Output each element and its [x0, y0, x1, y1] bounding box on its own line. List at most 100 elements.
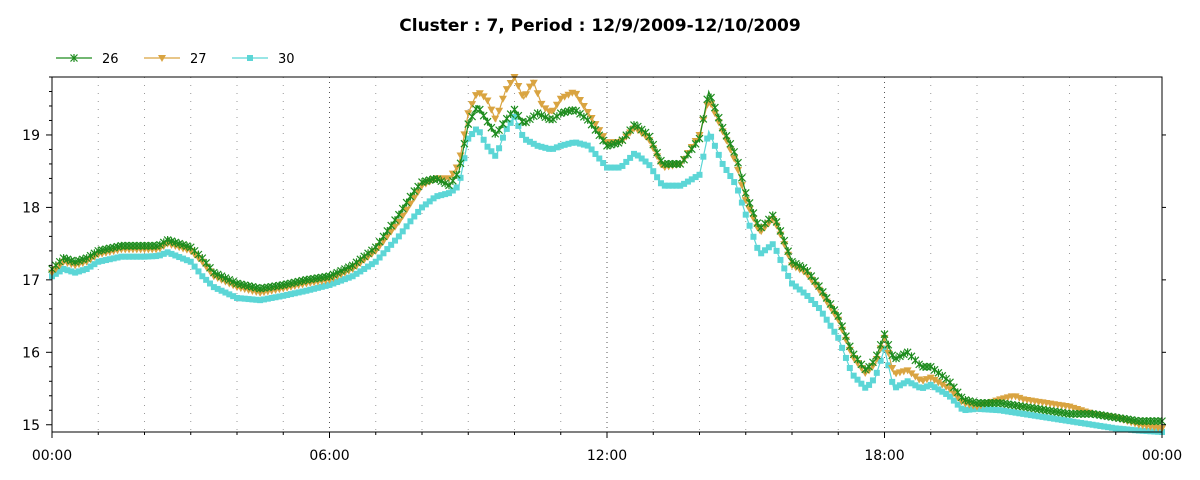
data-point [465, 135, 472, 142]
data-point [203, 276, 210, 283]
data-point [938, 381, 947, 389]
data-point [853, 355, 862, 364]
data-point [488, 148, 495, 155]
data-point [584, 142, 591, 149]
data-point [830, 306, 839, 315]
data-point [1093, 422, 1100, 429]
data-point [398, 212, 407, 220]
data-point [249, 296, 256, 303]
data-point [337, 266, 345, 275]
data-point [926, 374, 935, 382]
data-point [461, 155, 468, 162]
data-point [476, 129, 483, 136]
data-point [426, 198, 433, 205]
data-point [942, 383, 951, 391]
data-point [1139, 427, 1146, 434]
data-point [815, 282, 823, 291]
data-point [700, 153, 707, 160]
data-point [398, 204, 407, 213]
data-point [406, 200, 415, 208]
data-point [708, 133, 715, 140]
data-point [785, 272, 792, 279]
data-point [357, 268, 364, 275]
data-point [577, 140, 584, 147]
data-point [680, 155, 689, 164]
data-point [70, 54, 78, 62]
data-point [487, 106, 496, 114]
data-point [129, 253, 136, 260]
data-point [469, 131, 476, 138]
data-point [506, 80, 515, 88]
data-point [904, 378, 911, 385]
data-point [607, 164, 614, 171]
data-point [962, 407, 969, 414]
data-point [943, 390, 950, 397]
data-point [90, 249, 99, 258]
data-point [699, 114, 708, 123]
data-point [1116, 425, 1123, 432]
data-point [480, 136, 487, 143]
data-point [815, 305, 822, 312]
data-point [349, 273, 356, 280]
data-point [881, 345, 888, 352]
data-point [842, 332, 850, 341]
data-point [737, 173, 746, 182]
data-point [834, 312, 843, 321]
data-point [180, 255, 187, 262]
data-point [172, 252, 179, 259]
data-point [997, 407, 1004, 414]
data-point [615, 164, 622, 171]
data-point [583, 115, 592, 124]
data-point [464, 120, 473, 129]
data-point [368, 261, 375, 268]
data-point [827, 322, 834, 329]
data-point [888, 365, 897, 373]
data-point [885, 362, 892, 369]
data-point [456, 159, 465, 168]
data-point [183, 257, 190, 264]
data-point [915, 360, 924, 369]
data-point [835, 334, 842, 341]
data-point [318, 283, 325, 290]
data-point [626, 126, 635, 135]
data-point [1008, 409, 1015, 416]
data-point [741, 188, 750, 197]
data-point [773, 247, 780, 254]
data-point [207, 280, 214, 287]
data-point [199, 273, 206, 280]
data-point [495, 126, 504, 135]
data-point [198, 254, 207, 263]
data-point [638, 155, 645, 162]
data-point [665, 182, 672, 189]
data-point [908, 380, 915, 387]
data-point [920, 384, 927, 391]
data-point [734, 158, 742, 167]
data-point [949, 390, 958, 398]
data-point [707, 93, 715, 102]
data-point [696, 171, 703, 178]
data-point [1132, 427, 1139, 434]
data-point [934, 379, 943, 387]
data-point [750, 233, 757, 240]
data-point [379, 232, 388, 241]
data-point [303, 287, 310, 294]
data-point [623, 158, 630, 165]
data-point [502, 86, 511, 94]
data-point [95, 258, 102, 265]
data-point [692, 174, 699, 181]
data-point [106, 256, 113, 263]
data-point [533, 109, 542, 118]
data-point [826, 300, 835, 309]
data-point [99, 257, 106, 264]
data-point [849, 350, 858, 359]
data-point [226, 291, 233, 298]
data-point [818, 287, 827, 296]
data-point [923, 383, 930, 390]
data-point [253, 296, 260, 303]
data-point [804, 292, 811, 299]
data-point [869, 377, 876, 384]
data-point [322, 282, 329, 289]
data-point [823, 316, 830, 323]
data-point [850, 372, 857, 379]
data-point [287, 291, 294, 298]
